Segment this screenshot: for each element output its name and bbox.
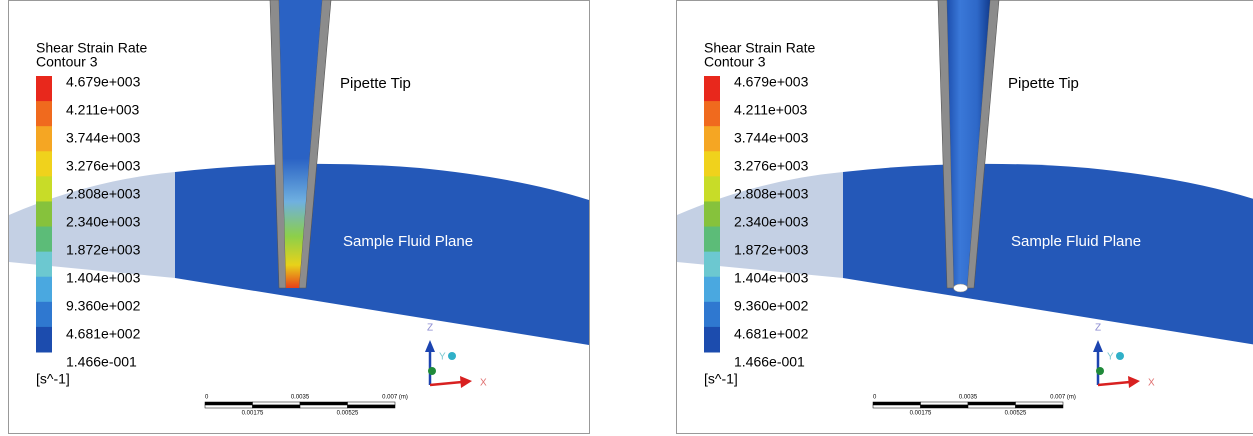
axis-label-z: Z <box>1095 323 1101 334</box>
scale-label: 0.007 (m) <box>382 395 408 401</box>
legend-value: 2.340e+003 <box>734 214 809 230</box>
scale-label: 0.00175 <box>910 411 932 417</box>
scale-segment <box>300 405 348 408</box>
origin <box>428 367 436 375</box>
legend-value: 3.276e+003 <box>734 158 809 174</box>
legend-value: 1.466e-001 <box>734 354 805 370</box>
scale-segment <box>253 402 301 405</box>
legend-value: 1.404e+003 <box>66 270 141 286</box>
scale-segment <box>968 402 1016 405</box>
legend-swatch <box>704 126 720 152</box>
legend-subtitle: Contour 3 <box>36 54 98 70</box>
scale-segment <box>253 405 301 408</box>
legend-value: 1.404e+003 <box>734 270 809 286</box>
scale-label: 0.007 (m) <box>1050 395 1076 401</box>
legend-swatch <box>704 327 720 353</box>
plane-label: Sample Fluid Plane <box>343 233 473 250</box>
scale-segment <box>968 405 1016 408</box>
scale-segment <box>873 402 921 405</box>
scale-label: 0.00175 <box>242 411 264 417</box>
scale-segment <box>300 402 348 405</box>
legend-unit: [s^-1] <box>704 371 738 387</box>
legend-value: 4.211e+003 <box>66 102 140 118</box>
scale-segment <box>1016 402 1064 405</box>
scale-label: 0.0035 <box>959 395 978 401</box>
legend-swatch <box>704 201 720 227</box>
axis-y <box>1116 352 1124 360</box>
legend-value: 3.744e+003 <box>734 130 809 146</box>
figure: Shear Strain RateContour 34.679e+0034.21… <box>0 0 1253 436</box>
legend-unit: [s^-1] <box>36 371 70 387</box>
legend-swatch <box>36 277 52 303</box>
legend-value: 1.872e+003 <box>66 242 141 258</box>
scale-label: 0.0035 <box>291 395 310 401</box>
legend-swatch <box>36 201 52 227</box>
scale-segment <box>921 405 969 408</box>
legend-value: 9.360e+002 <box>66 298 141 314</box>
legend-swatch <box>36 302 52 328</box>
legend-swatch <box>36 126 52 152</box>
legend-swatch <box>36 327 52 353</box>
legend-swatch <box>36 76 52 102</box>
origin <box>1096 367 1104 375</box>
legend-swatch <box>36 176 52 202</box>
legend-value: 4.679e+003 <box>66 74 141 90</box>
axis-y <box>448 352 456 360</box>
legend-swatch <box>36 252 52 278</box>
scale-segment <box>1016 405 1064 408</box>
pipette-label: Pipette Tip <box>340 75 411 92</box>
legend-subtitle: Contour 3 <box>704 54 766 70</box>
scale-segment <box>348 402 396 405</box>
legend-value: 3.744e+003 <box>66 130 141 146</box>
legend-swatch <box>704 76 720 102</box>
legend-swatch <box>704 252 720 278</box>
legend-swatch <box>36 151 52 177</box>
legend-value: 2.808e+003 <box>734 186 809 202</box>
axis-label-z: Z <box>427 323 433 334</box>
legend-value: 2.340e+003 <box>66 214 141 230</box>
legend-swatch <box>704 227 720 253</box>
pipette-opening <box>954 284 968 292</box>
axis-label-y: Y <box>1107 352 1114 363</box>
legend-value: 3.276e+003 <box>66 158 141 174</box>
scale-segment <box>205 405 253 408</box>
scale-segment <box>348 405 396 408</box>
legend-value: 4.211e+003 <box>734 102 808 118</box>
axis-label-y: Y <box>439 352 446 363</box>
legend-swatch <box>704 277 720 303</box>
scale-segment <box>921 402 969 405</box>
legend-swatch <box>36 101 52 127</box>
plane-label: Sample Fluid Plane <box>1011 233 1141 250</box>
legend-value: 1.872e+003 <box>734 242 809 258</box>
pipette-label: Pipette Tip <box>1008 75 1079 92</box>
legend-value: 9.360e+002 <box>734 298 809 314</box>
legend-swatch <box>704 101 720 127</box>
scale-label: 0.00525 <box>1005 411 1027 417</box>
legend-swatch <box>704 302 720 328</box>
axis-label-x: X <box>480 378 487 389</box>
legend-swatch <box>704 176 720 202</box>
legend-value: 1.466e-001 <box>66 354 137 370</box>
legend-swatch <box>36 227 52 253</box>
axis-label-x: X <box>1148 378 1155 389</box>
legend-swatch <box>704 151 720 177</box>
scale-segment <box>873 405 921 408</box>
legend-value: 4.681e+002 <box>66 326 141 342</box>
legend-value: 2.808e+003 <box>66 186 141 202</box>
legend-value: 4.681e+002 <box>734 326 809 342</box>
legend-value: 4.679e+003 <box>734 74 809 90</box>
scale-label: 0.00525 <box>337 411 359 417</box>
scale-segment <box>205 402 253 405</box>
